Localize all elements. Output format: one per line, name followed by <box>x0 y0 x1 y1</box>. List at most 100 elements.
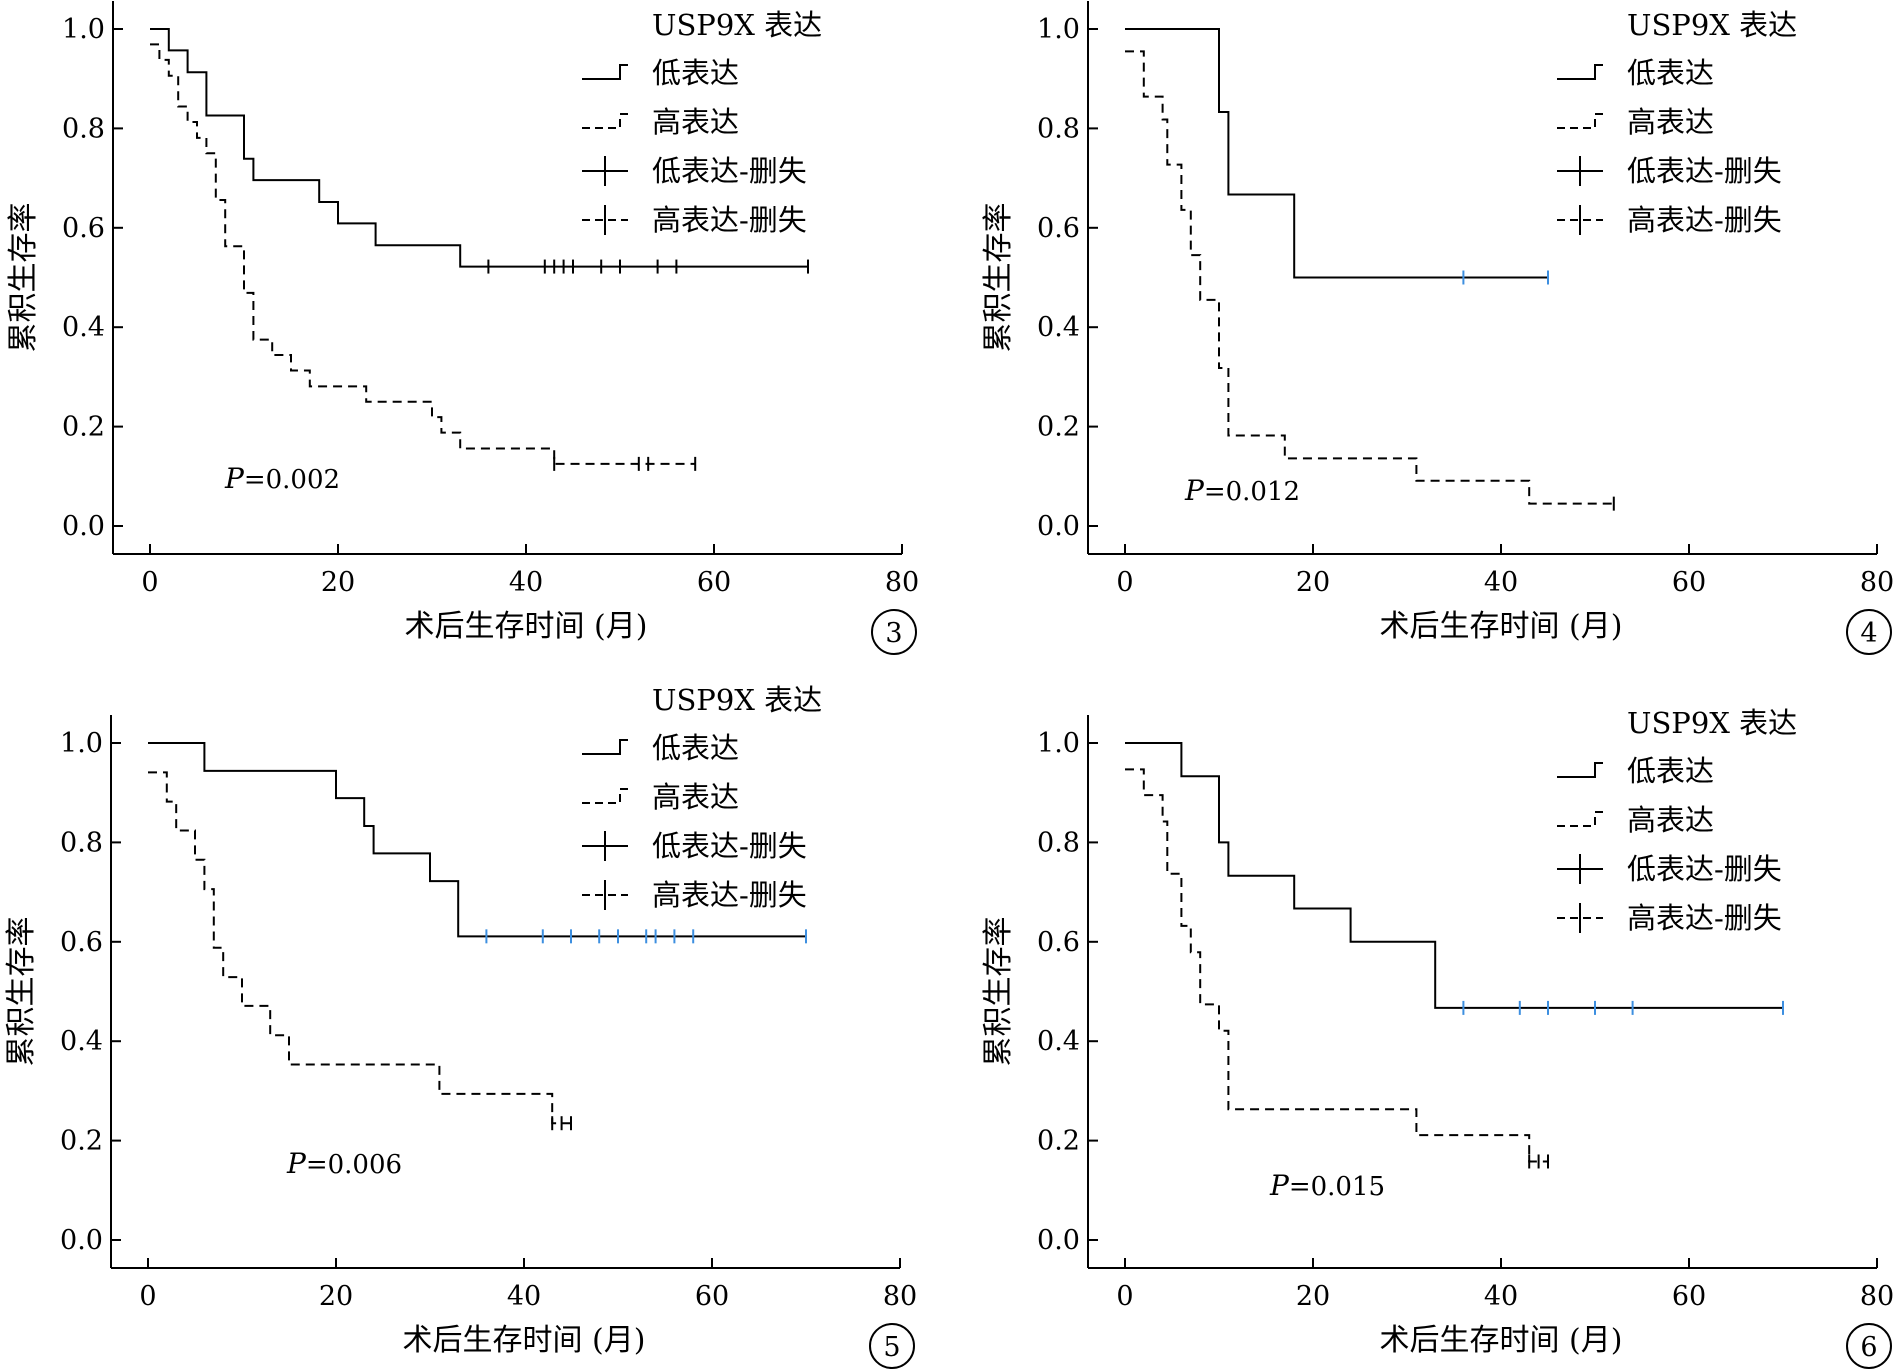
y-tick-label: 0.4 <box>60 1026 103 1057</box>
y-tick-label: 0.8 <box>62 113 105 144</box>
x-tick-label: 0 <box>139 1281 156 1312</box>
km-panel-3: 0.0 0.2 0.4 0.6 0.8 1.0 0 20 40 60 80 术后生存时间 (月) 累积生… <box>6 1 919 655</box>
high-expression-curve <box>148 771 571 1125</box>
legend-swatch-high <box>1557 811 1603 827</box>
legend-label-low: 低表达 <box>652 56 739 90</box>
x-tick-label: 40 <box>1484 1281 1518 1312</box>
x-tick-label: 40 <box>507 1281 541 1312</box>
y-axis-label: 累积生存率 <box>981 917 1016 1067</box>
legend-label-high: 高表达 <box>1627 105 1714 139</box>
y-tick-label: 1.0 <box>60 728 103 759</box>
high-expression-curve <box>1125 768 1548 1163</box>
km-panel-5: 0.0 0.2 0.4 0.6 0.8 1.0 0 20 40 60 80 术后生存时间 (月) 累积生… <box>4 683 917 1369</box>
y-tick-label: 1.0 <box>62 14 105 45</box>
panel-number: 3 <box>885 618 902 649</box>
p-value: P=0.002 <box>224 462 340 495</box>
x-axis-label: 术后生存时间 (月) <box>405 609 648 644</box>
legend-label-low_censored: 低表达-删失 <box>1627 154 1782 188</box>
y-tick-label: 0.8 <box>60 827 103 858</box>
low-expression-curve <box>150 28 808 268</box>
x-tick-label: 80 <box>883 1281 917 1312</box>
y-axis-label: 累积生存率 <box>4 917 39 1067</box>
legend-swatch-low <box>582 64 628 80</box>
km-panel-4: 0.0 0.2 0.4 0.6 0.8 1.0 0 20 40 60 80 术后生存时间 (月) 累积生… <box>981 1 1893 655</box>
legend-title: USP9X 表达 <box>1627 706 1797 740</box>
y-tick-label: 0.6 <box>62 213 105 244</box>
low-expression-curve <box>1125 742 1783 1009</box>
legend-swatch-low <box>1557 762 1603 778</box>
panel-number-circle <box>869 1323 915 1369</box>
legend-label-low_censored: 低表达-删失 <box>652 829 807 863</box>
y-tick-label: 0.4 <box>62 312 105 343</box>
y-tick-label: 0.0 <box>1037 511 1080 542</box>
y-tick-label: 1.0 <box>1037 14 1080 45</box>
p-value: P=0.015 <box>1269 1169 1385 1202</box>
y-tick-label: 0.2 <box>62 412 105 443</box>
y-tick-label: 1.0 <box>1037 728 1080 759</box>
x-axis-label: 术后生存时间 (月) <box>1380 1323 1623 1358</box>
y-tick-label: 0.0 <box>1037 1225 1080 1256</box>
legend-swatch-high <box>1557 113 1603 129</box>
legend-swatch-high <box>582 788 628 804</box>
x-tick-label: 20 <box>321 567 355 598</box>
high-expression-curve <box>150 43 696 465</box>
legend-label-high_censored: 高表达-删失 <box>1627 901 1782 935</box>
legend-title: USP9X 表达 <box>652 683 822 717</box>
x-tick-label: 60 <box>1672 567 1706 598</box>
y-tick-label: 0.6 <box>1037 213 1080 244</box>
x-tick-label: 20 <box>319 1281 353 1312</box>
high-expression-curve <box>1125 50 1614 505</box>
legend-label-high: 高表达 <box>652 105 739 139</box>
legend-label-high_censored: 高表达-删失 <box>652 878 807 912</box>
y-tick-label: 0.2 <box>1037 412 1080 443</box>
x-tick-label: 40 <box>1484 567 1518 598</box>
panel-number-circle <box>1846 1323 1892 1369</box>
y-tick-label: 0.4 <box>1037 1026 1080 1057</box>
legend-label-high_censored: 高表达-删失 <box>652 203 807 237</box>
x-tick-label: 0 <box>1116 1281 1133 1312</box>
panel-number: 6 <box>1860 1332 1877 1363</box>
legend-title: USP9X 表达 <box>1627 8 1797 42</box>
y-tick-label: 0.6 <box>1037 927 1080 958</box>
legend-swatch-high <box>582 113 628 129</box>
legend-label-low: 低表达 <box>1627 56 1714 90</box>
p-value: P=0.012 <box>1184 474 1300 507</box>
x-axis-label: 术后生存时间 (月) <box>403 1323 646 1358</box>
legend-label-low_censored: 低表达-删失 <box>1627 852 1782 886</box>
y-tick-label: 0.8 <box>1037 113 1080 144</box>
p-value: P=0.006 <box>286 1147 402 1180</box>
legend-label-low: 低表达 <box>652 731 739 765</box>
y-tick-label: 0.4 <box>1037 312 1080 343</box>
x-tick-label: 20 <box>1296 567 1330 598</box>
x-tick-label: 60 <box>1672 1281 1706 1312</box>
legend-label-high_censored: 高表达-删失 <box>1627 203 1782 237</box>
legend-label-high: 高表达 <box>652 780 739 814</box>
y-tick-label: 0.6 <box>60 927 103 958</box>
legend-label-low_censored: 低表达-删失 <box>652 154 807 188</box>
x-tick-label: 40 <box>509 567 543 598</box>
x-tick-label: 0 <box>1116 567 1133 598</box>
y-tick-label: 0.0 <box>62 511 105 542</box>
low-expression-curve <box>1125 28 1548 279</box>
legend-swatch-low <box>582 739 628 755</box>
x-tick-label: 80 <box>1860 567 1893 598</box>
panel-number-circle <box>871 609 917 655</box>
legend-label-low: 低表达 <box>1627 754 1714 788</box>
low-expression-curve <box>148 742 806 938</box>
x-tick-label: 80 <box>885 567 919 598</box>
y-axis-label: 累积生存率 <box>6 203 41 353</box>
km-panel-6: 0.0 0.2 0.4 0.6 0.8 1.0 0 20 40 60 80 术后生存时间 (月) 累积生… <box>981 706 1893 1369</box>
y-tick-label: 0.0 <box>60 1225 103 1256</box>
y-tick-label: 0.2 <box>60 1126 103 1157</box>
legend-swatch-low <box>1557 64 1603 80</box>
legend-label-high: 高表达 <box>1627 803 1714 837</box>
y-axis-label: 累积生存率 <box>981 203 1016 353</box>
x-tick-label: 0 <box>141 567 158 598</box>
x-tick-label: 80 <box>1860 1281 1893 1312</box>
y-tick-label: 0.2 <box>1037 1126 1080 1157</box>
